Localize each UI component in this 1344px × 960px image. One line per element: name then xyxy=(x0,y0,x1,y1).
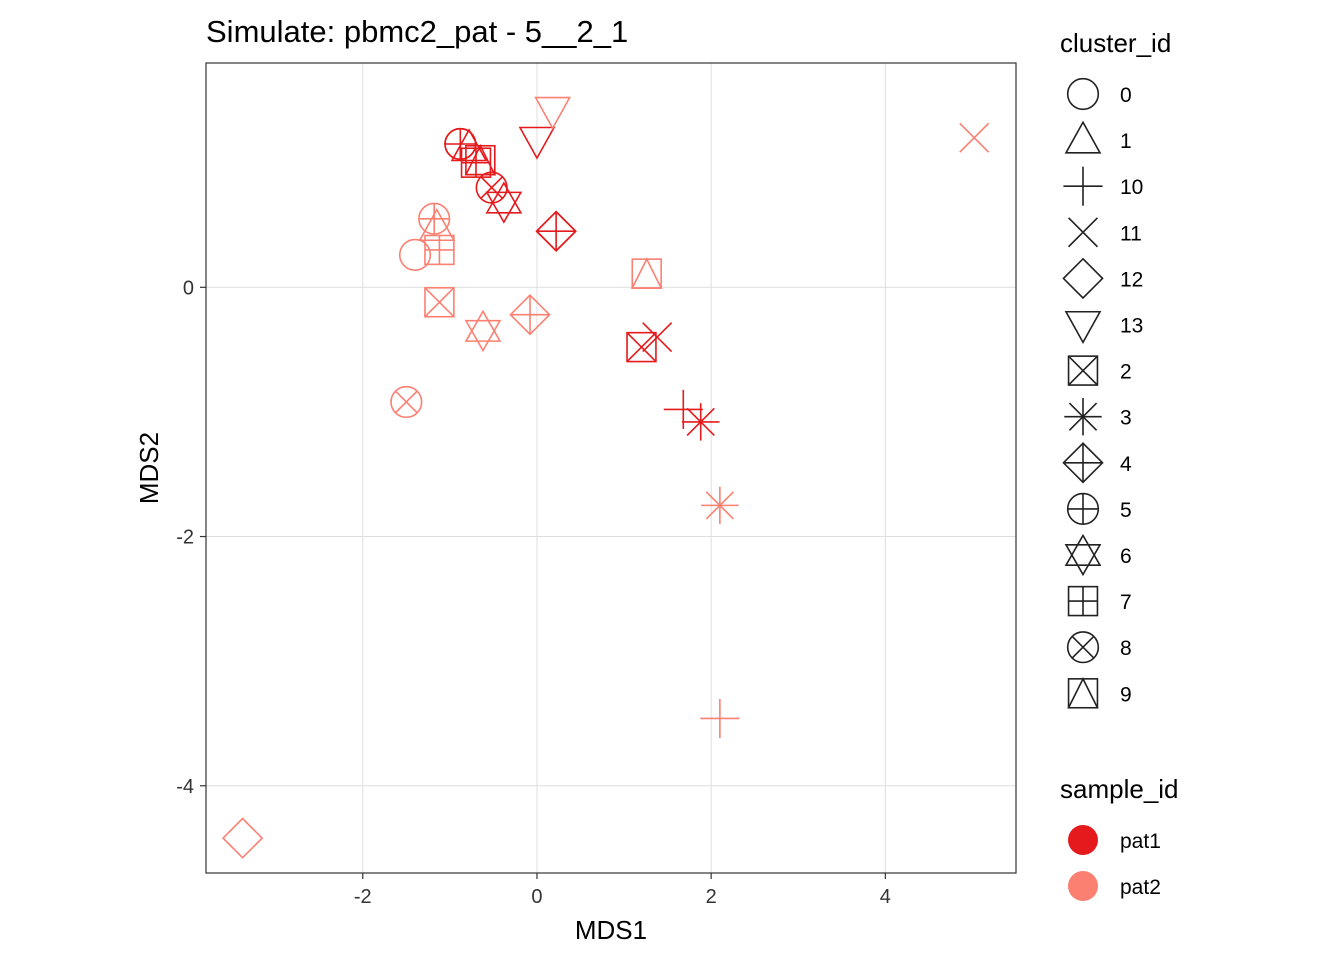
sample-legend-label: pat2 xyxy=(1120,876,1161,899)
y-axis: -4 -2 0 xyxy=(176,277,206,798)
data-point xyxy=(418,207,456,242)
plot-panel xyxy=(205,62,1017,874)
cluster-legend-key xyxy=(1064,120,1102,154)
data-point xyxy=(959,122,990,153)
cluster-legend-label: 6 xyxy=(1120,545,1132,568)
data-point xyxy=(701,486,739,525)
x-tick-label: 2 xyxy=(706,886,717,908)
data-point xyxy=(700,698,740,739)
cluster-legend-label: 12 xyxy=(1120,268,1143,291)
cluster-legend-label: 13 xyxy=(1120,315,1143,338)
data-point xyxy=(464,143,497,176)
sample-legend-swatch xyxy=(1068,825,1098,855)
data-point xyxy=(630,257,663,289)
data-point xyxy=(535,210,577,252)
cluster-legend-label: 10 xyxy=(1120,176,1143,199)
data-point xyxy=(398,238,432,272)
sample-legend-title: sample_id xyxy=(1060,774,1179,804)
x-tick-label: 4 xyxy=(880,886,891,908)
sample-legend-label: pat1 xyxy=(1120,830,1161,853)
cluster-legend-label: 7 xyxy=(1120,591,1132,614)
data-point xyxy=(682,403,720,441)
cluster-legend-label: 5 xyxy=(1120,499,1132,522)
data-point xyxy=(418,202,451,235)
data-point xyxy=(626,331,657,363)
x-tick-label: 0 xyxy=(531,886,542,908)
panel-border xyxy=(205,62,1017,874)
cluster-legend-key xyxy=(1066,631,1100,664)
cluster-legend-label: 0 xyxy=(1120,84,1132,107)
x-tick-label: -2 xyxy=(354,886,372,908)
data-point xyxy=(424,287,455,318)
data-point xyxy=(534,96,572,130)
cluster-legend-title: cluster_id xyxy=(1060,28,1171,58)
cluster-legend-key xyxy=(1063,166,1103,206)
cluster-legend-key xyxy=(1062,442,1104,484)
chart-title: Simulate: pbmc2_pat - 5__2_1 xyxy=(206,14,628,49)
data-point xyxy=(444,127,477,161)
x-axis-label: MDS1 xyxy=(575,915,647,945)
data-point xyxy=(390,385,423,419)
data-point xyxy=(464,309,502,353)
y-axis-label: MDS2 xyxy=(134,432,164,504)
y-tick-label: -4 xyxy=(176,776,194,798)
cluster-legend-key xyxy=(1067,355,1099,386)
cluster-legend-label: 11 xyxy=(1120,222,1142,245)
data-point xyxy=(642,322,673,353)
cluster-legend-label: 9 xyxy=(1120,683,1132,706)
x-axis: -2 0 2 4 xyxy=(354,873,891,908)
data-point xyxy=(221,817,264,859)
data-points xyxy=(221,96,990,859)
cluster-legend-label: 3 xyxy=(1120,407,1132,430)
cluster-legend-label: 8 xyxy=(1120,637,1132,660)
cluster-legend-key xyxy=(1067,677,1099,709)
cluster-legend-label: 2 xyxy=(1120,361,1132,384)
data-point xyxy=(475,171,508,204)
cluster-legend-key xyxy=(1067,217,1099,248)
data-point xyxy=(424,234,455,266)
cluster-legend-key xyxy=(1064,310,1102,344)
panel-background xyxy=(206,63,1016,873)
cluster-legend-key xyxy=(1064,533,1102,577)
cluster-legend-label: 1 xyxy=(1120,130,1132,153)
sample-legend-swatch xyxy=(1068,871,1098,901)
cluster-legend-key xyxy=(1064,398,1102,436)
data-point xyxy=(509,294,551,336)
cluster-legend: cluster_id 0 1 10 11 12 13 2 3 4 5 6 7 8 9 xyxy=(1060,28,1171,709)
y-tick-label: 0 xyxy=(183,277,194,299)
cluster-legend-key xyxy=(1066,77,1100,111)
y-tick-label: -2 xyxy=(176,527,194,549)
sample-legend: sample_id pat1 pat2 xyxy=(1060,774,1179,901)
cluster-legend-label: 4 xyxy=(1120,453,1132,476)
data-point xyxy=(485,181,523,224)
cluster-legend-key xyxy=(1067,585,1099,617)
cluster-legend-key xyxy=(1066,492,1100,526)
data-point xyxy=(518,126,556,160)
cluster-legend-key xyxy=(1062,257,1104,300)
